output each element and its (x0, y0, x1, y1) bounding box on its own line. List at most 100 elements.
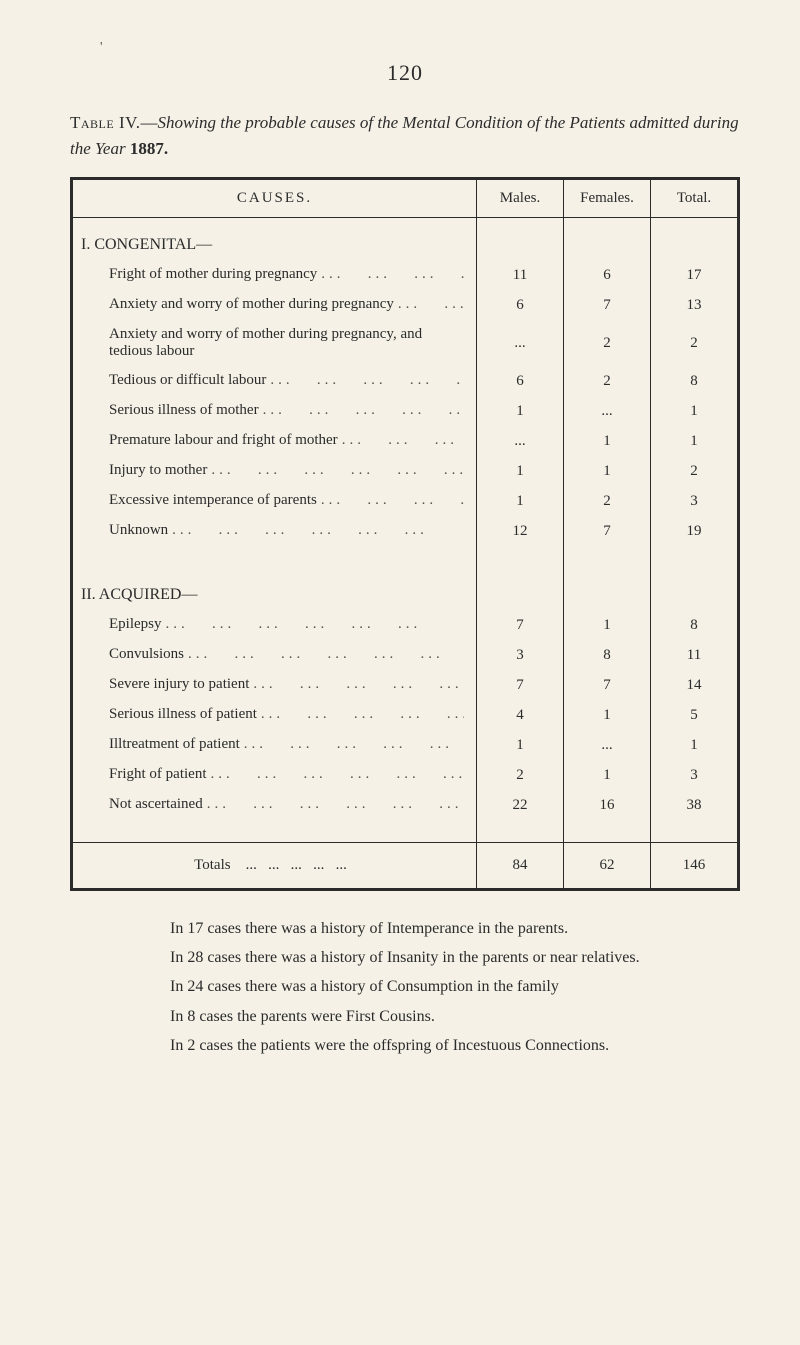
header-causes: CAUSES. (72, 179, 477, 218)
cause-cell: Severe injury to patient... ... ... ... … (72, 670, 477, 700)
table-row: Tedious or difficult labour... ... ... .… (72, 366, 739, 396)
cause-cell: Tedious or difficult labour... ... ... .… (72, 366, 477, 396)
total-cell: 8 (651, 366, 739, 396)
females-cell: 16 (564, 790, 651, 820)
cause-label: Anxiety and worry of mother during pregn… (109, 326, 460, 360)
table-caption: Table IV.—Showing the probable causes of… (70, 110, 740, 161)
cause-label: Illtreatment of patient (109, 736, 240, 753)
section-title: II. ACQUIRED— (72, 568, 477, 610)
totals-total: 146 (651, 843, 739, 890)
females-cell: 6 (564, 260, 651, 290)
total-cell: 14 (651, 670, 739, 700)
females-cell: 2 (564, 486, 651, 516)
cause-label: Premature labour and fright of mother (109, 432, 338, 449)
cause-label: Not ascertained (109, 796, 203, 813)
caption-dash: — (140, 113, 157, 132)
table-header-row: CAUSES. Males. Females. Total. (72, 179, 739, 218)
cause-cell: Unknown... ... ... ... ... ... (72, 516, 477, 546)
header-total: Total. (651, 179, 739, 218)
table-row: Premature labour and fright of mother...… (72, 426, 739, 456)
footnotes: In 17 cases there was a history of Intem… (170, 915, 740, 1059)
empty-cell (477, 568, 564, 610)
females-cell: 7 (564, 290, 651, 320)
caption-year: 1887. (130, 139, 168, 158)
table-row: Fright of mother during pregnancy... ...… (72, 260, 739, 290)
caption-title: Showing the probable causes of the Menta… (70, 113, 739, 158)
total-cell: 3 (651, 760, 739, 790)
total-cell: 11 (651, 640, 739, 670)
table-row: Illtreatment of patient... ... ... ... .… (72, 730, 739, 760)
cause-cell: Serious illness of mother... ... ... ...… (72, 396, 477, 426)
total-cell: 2 (651, 456, 739, 486)
males-cell: 12 (477, 516, 564, 546)
footnote-line: In 24 cases there was a history of Consu… (170, 973, 740, 1000)
cause-label: Anxiety and worry of mother during pregn… (109, 296, 394, 313)
table-row: Injury to mother... ... ... ... ... ...1… (72, 456, 739, 486)
footnote-line: In 17 cases there was a history of Intem… (170, 915, 740, 942)
males-cell: 6 (477, 290, 564, 320)
total-cell: 13 (651, 290, 739, 320)
females-cell: 8 (564, 640, 651, 670)
females-cell: ... (564, 730, 651, 760)
females-cell: 2 (564, 320, 651, 366)
empty-cell (564, 218, 651, 261)
empty-cell (651, 218, 739, 261)
cause-label: Injury to mother (109, 462, 207, 479)
males-cell: 6 (477, 366, 564, 396)
males-cell: 2 (477, 760, 564, 790)
cause-label: Severe injury to patient (109, 676, 249, 693)
cause-cell: Serious illness of patient... ... ... ..… (72, 700, 477, 730)
males-cell: 7 (477, 670, 564, 700)
totals-females: 62 (564, 843, 651, 890)
footnote-line: In 8 cases the parents were First Cousin… (170, 1003, 740, 1030)
females-cell: 1 (564, 760, 651, 790)
cause-label: Epilepsy (109, 616, 162, 633)
cause-cell: Premature labour and fright of mother...… (72, 426, 477, 456)
total-cell: 17 (651, 260, 739, 290)
totals-row: Totals ... ... ... ... ...8462146 (72, 843, 739, 890)
table-row: Not ascertained... ... ... ... ... ...22… (72, 790, 739, 820)
footnote-line: In 28 cases there was a history of Insan… (170, 944, 740, 971)
males-cell: 11 (477, 260, 564, 290)
total-cell: 1 (651, 396, 739, 426)
cause-cell: Fright of patient... ... ... ... ... ... (72, 760, 477, 790)
males-cell: 3 (477, 640, 564, 670)
table-row: Unknown... ... ... ... ... ...12719 (72, 516, 739, 546)
spacer-row (72, 546, 739, 568)
cause-label: Convulsions (109, 646, 184, 663)
females-cell: 1 (564, 426, 651, 456)
header-males: Males. (477, 179, 564, 218)
males-cell: 1 (477, 730, 564, 760)
males-cell: ... (477, 426, 564, 456)
total-cell: 2 (651, 320, 739, 366)
table-row: Excessive intemperance of parents... ...… (72, 486, 739, 516)
females-cell: 1 (564, 456, 651, 486)
total-cell: 8 (651, 610, 739, 640)
table-row: Epilepsy... ... ... ... ... ...718 (72, 610, 739, 640)
totals-label: Totals ... ... ... ... ... (72, 843, 477, 890)
spacer-row (72, 820, 739, 843)
males-cell: 22 (477, 790, 564, 820)
cause-cell: Illtreatment of patient... ... ... ... .… (72, 730, 477, 760)
table-row: Fright of patient... ... ... ... ... ...… (72, 760, 739, 790)
table-row: Anxiety and worry of mother during pregn… (72, 290, 739, 320)
empty-cell (651, 568, 739, 610)
females-cell: ... (564, 396, 651, 426)
page-number: 120 (70, 60, 740, 86)
table-row: Convulsions... ... ... ... ... ...3811 (72, 640, 739, 670)
cause-cell: Fright of mother during pregnancy... ...… (72, 260, 477, 290)
causes-table: CAUSES. Males. Females. Total. I. CONGEN… (70, 177, 740, 891)
cause-cell: Epilepsy... ... ... ... ... ... (72, 610, 477, 640)
total-cell: 3 (651, 486, 739, 516)
cause-cell: Anxiety and worry of mother during pregn… (72, 290, 477, 320)
males-cell: 1 (477, 486, 564, 516)
cause-cell: Injury to mother... ... ... ... ... ... (72, 456, 477, 486)
cause-cell: Convulsions... ... ... ... ... ... (72, 640, 477, 670)
males-cell: ... (477, 320, 564, 366)
males-cell: 4 (477, 700, 564, 730)
footnote-line: In 2 cases the patients were the offspri… (170, 1032, 740, 1059)
total-cell: 1 (651, 730, 739, 760)
table-row: Severe injury to patient... ... ... ... … (72, 670, 739, 700)
males-cell: 1 (477, 456, 564, 486)
females-cell: 2 (564, 366, 651, 396)
